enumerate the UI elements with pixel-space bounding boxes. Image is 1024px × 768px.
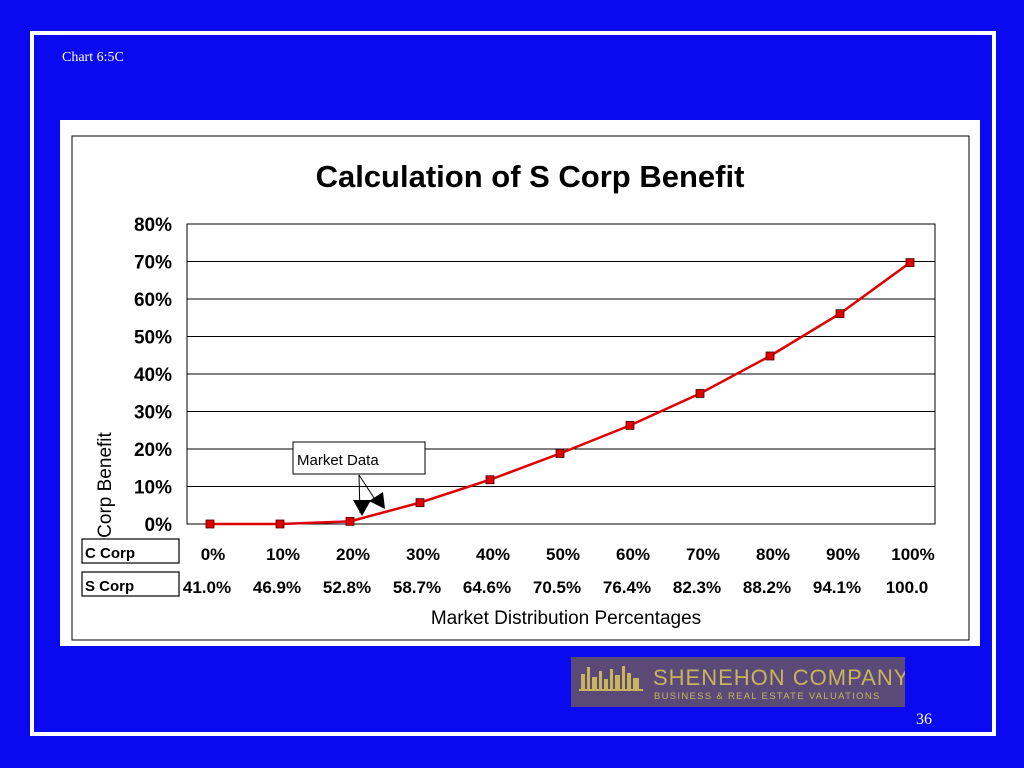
table-cell: 70.5% [533, 578, 581, 597]
table-cell: 46.9% [253, 578, 301, 597]
data-point [345, 516, 355, 526]
annotation-arrowhead [369, 492, 385, 509]
y-axis-label: S Corp Benefit [95, 432, 116, 556]
y-tick-label: 10% [134, 478, 172, 499]
table-cell: 20% [336, 545, 370, 564]
y-tick-label: 40% [134, 365, 172, 386]
y-tick-label: 60% [134, 290, 172, 311]
table-cell: 82.3% [673, 578, 721, 597]
data-point [765, 351, 775, 361]
chart-border [71, 135, 970, 641]
table-row-header: C Corp [85, 545, 135, 562]
x-axis-label: Market Distribution Percentages [431, 608, 701, 629]
table-cell: 52.8% [323, 578, 371, 597]
y-tick-label: 50% [134, 328, 172, 349]
data-point [625, 420, 635, 430]
grid-layer [186, 223, 936, 525]
table-cell: 30% [406, 545, 440, 564]
y-tick-label: 20% [134, 440, 172, 461]
table-cell: 0% [201, 545, 226, 564]
data-point [835, 309, 845, 319]
table-cell: 90% [826, 545, 860, 564]
table-cell: 100% [891, 545, 934, 564]
table-cell: 10% [266, 545, 300, 564]
data-point [415, 498, 425, 508]
table-row-header-box [81, 538, 180, 564]
slide-label: Chart 6:5C [62, 50, 124, 65]
table-cell: 60% [616, 545, 650, 564]
y-tick-label: 80% [134, 215, 172, 236]
table-cell: 41.0% [183, 578, 231, 597]
slide-frame [30, 31, 996, 736]
logo-name: SHENEHON COMPANY [653, 665, 905, 690]
y-tick-label: 70% [134, 253, 172, 274]
page-number: 36 [916, 711, 932, 728]
data-point [485, 475, 495, 485]
data-point [695, 389, 705, 398]
y-tick-label: 0% [145, 515, 173, 536]
table-cell: 94.1% [813, 578, 861, 597]
table-cell: 50% [546, 545, 580, 564]
annotation-box [292, 441, 426, 475]
table-row-header-box [81, 571, 180, 597]
table-cell: 76.4% [603, 578, 651, 597]
skyline-icon: SHENEHON COMPANY BUSINESS & REAL ESTATE … [579, 665, 908, 702]
company-logo: SHENEHON COMPANY BUSINESS & REAL ESTATE … [571, 657, 908, 707]
annotation-layer: Market Data [292, 441, 426, 516]
logo-tagline: BUSINESS & REAL ESTATE VALUATIONS [654, 691, 881, 702]
table-cell: 80% [756, 545, 790, 564]
chart-title: Calculation of S Corp Benefit [316, 159, 745, 194]
table-cell: 70% [686, 545, 720, 564]
data-table: C Corp 0% 10% 20% 30% 40% 50% 60% 70% 80% 90% 100% S… [81, 538, 935, 597]
data-point [555, 449, 565, 458]
series-layer [205, 258, 915, 529]
data-point [905, 258, 915, 268]
table-cell: 100.0 [886, 578, 929, 597]
annotation-text: Market Data [297, 452, 379, 469]
table-row-header: S Corp [85, 578, 134, 595]
chart-panel: Calculation of S Corp Benefit S Corp Ben… [60, 120, 980, 646]
table-cell: 40% [476, 545, 510, 564]
data-point [205, 519, 215, 529]
table-cell: 88.2% [743, 578, 791, 597]
table-cell: 64.6% [463, 578, 511, 597]
annotation-arrowhead [353, 500, 371, 516]
chart-svg: Calculation of S Corp Benefit S Corp Ben… [71, 135, 970, 641]
y-tick-layer: 0% 10% 20% 30% 40% 50% 60% 70% 80% [134, 215, 172, 536]
table-cell: 58.7% [393, 578, 441, 597]
data-point [275, 519, 285, 529]
y-tick-label: 30% [134, 403, 172, 424]
